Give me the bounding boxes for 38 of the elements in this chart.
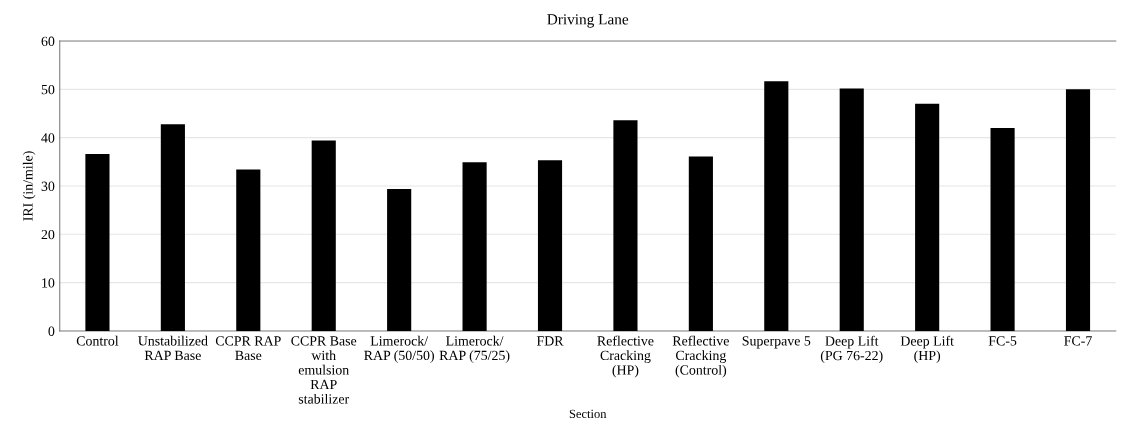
chart-title: Driving Lane — [547, 14, 629, 28]
y-tick-label: 60 — [41, 36, 55, 46]
bar — [537, 160, 563, 331]
bar — [990, 128, 1015, 331]
x-tick-label: Limerock/ RAP (50/50) — [364, 335, 434, 363]
x-tick-label: FC-7 — [1064, 336, 1092, 346]
x-tick-label: CCPR Base with emulsion RAP stabilizer — [291, 336, 357, 404]
x-tick-label: Unstabilized RAP Base — [138, 335, 208, 361]
bar — [613, 120, 638, 331]
bar — [915, 103, 940, 331]
bar — [688, 156, 713, 331]
x-tick-label: FC-5 — [988, 336, 1017, 346]
x-tick-label: Limerock/ RAP (75/25) — [439, 335, 510, 363]
x-tick-label: Reflective Cracking (HP) — [597, 335, 654, 378]
x-tick-label: Control — [76, 335, 119, 346]
x-tick-label: Superpave 5 — [742, 336, 811, 349]
bar — [311, 140, 336, 331]
y-tick-label: 0 — [48, 326, 55, 336]
bar — [387, 188, 412, 331]
x-tick-label: Deep Lift (PG 76-22) — [820, 335, 883, 364]
y-tick-label: 50 — [41, 84, 55, 95]
x-tick-label: Deep Lift (HP) — [900, 335, 954, 364]
bar — [236, 169, 261, 331]
bar — [839, 88, 864, 331]
y-tick-label: 40 — [41, 133, 55, 143]
bar — [160, 124, 185, 331]
bar — [462, 162, 487, 331]
y-tick-label: 30 — [41, 181, 55, 191]
x-tick-label: CCPR RAP Base — [215, 336, 281, 361]
bar — [85, 154, 110, 331]
x-axis-title: Section — [569, 409, 607, 419]
y-tick-label: 20 — [41, 229, 55, 240]
x-tick-label: FDR — [536, 336, 564, 346]
x-tick-label: Reflective Cracking (Control) — [672, 335, 729, 378]
y-tick-label: 10 — [42, 278, 55, 288]
y-axis-title: IRI (in/mile) — [22, 151, 36, 221]
bar — [1065, 89, 1091, 331]
bar — [764, 81, 789, 331]
